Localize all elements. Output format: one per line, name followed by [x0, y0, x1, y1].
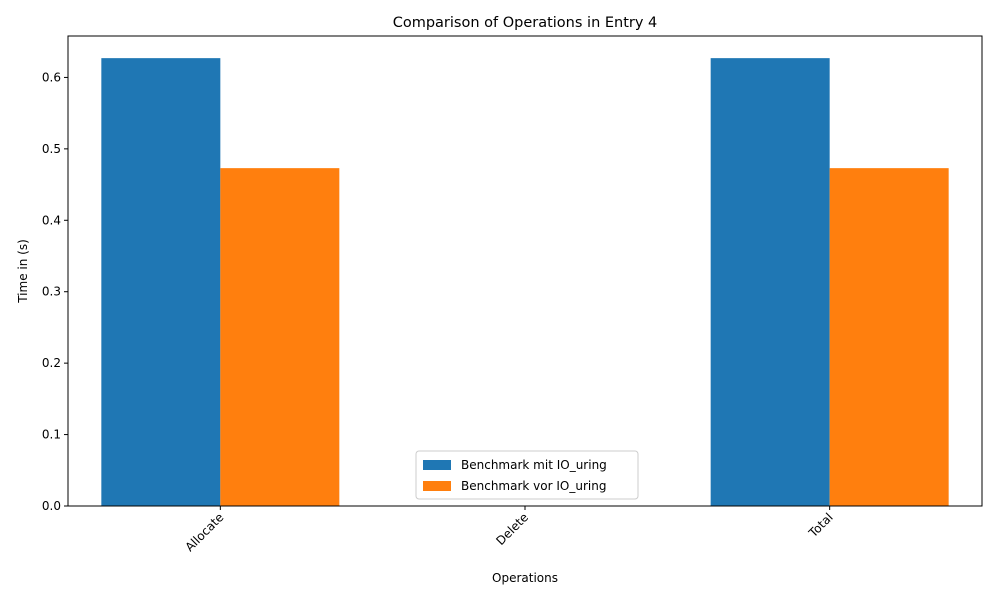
y-tick-label: 0.1 [42, 428, 61, 442]
x-tick-label: Allocate [182, 510, 226, 554]
bar-2-allocate [220, 168, 340, 506]
x-axis-label: Operations [492, 571, 558, 585]
y-tick-label: 0.2 [42, 356, 61, 370]
y-tick-label: 0.3 [42, 285, 61, 299]
x-tick-label: Delete [493, 510, 531, 548]
y-tick-label: 0.4 [42, 213, 61, 227]
legend: Benchmark mit IO_uring Benchmark vor IO_… [415, 450, 639, 500]
legend-swatch-series-2 [423, 481, 451, 491]
y-tick-label: 0.6 [42, 70, 61, 84]
bar-1-allocate [101, 58, 221, 507]
legend-frame [415, 450, 639, 500]
y-axis-label: Time in (s) [16, 239, 30, 304]
bars-layer [101, 58, 949, 507]
x-tick-label: Total [805, 510, 835, 540]
legend-label-series-2: Benchmark vor IO_uring [461, 479, 606, 493]
legend-swatch-series-1 [423, 460, 451, 470]
bar-1-total [710, 58, 830, 507]
y-tick-label: 0.5 [42, 142, 61, 156]
bar-2-total [829, 168, 949, 506]
plot-frame [67, 35, 983, 507]
chart-title: Comparison of Operations in Entry 4 [393, 15, 658, 31]
legend-label-series-1: Benchmark mit IO_uring [461, 458, 607, 472]
y-tick-label: 0.0 [42, 499, 61, 513]
